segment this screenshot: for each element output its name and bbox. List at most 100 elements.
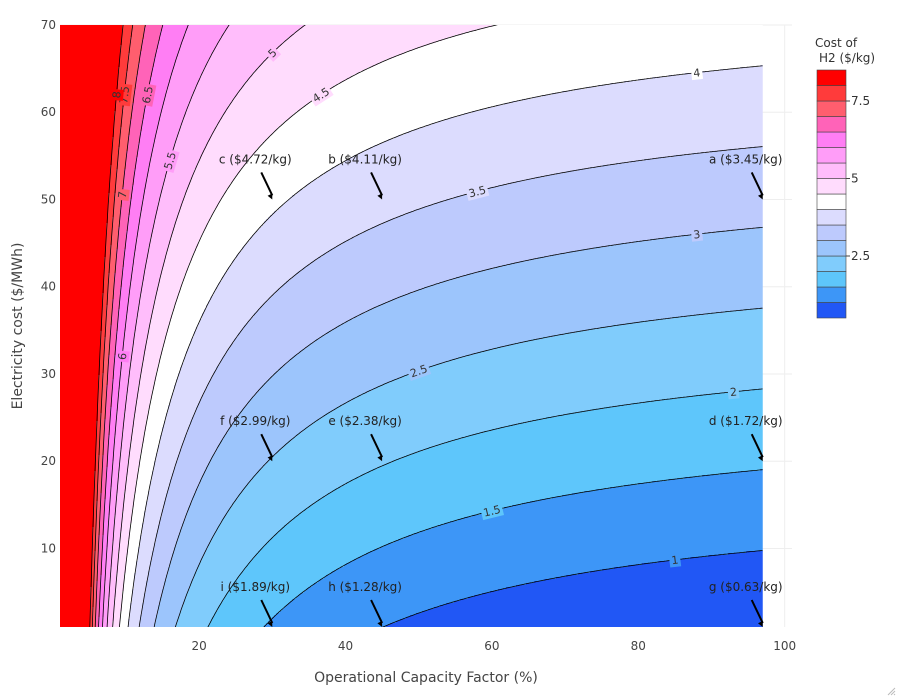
contour-band-cell	[298, 515, 301, 596]
contour-band-cell	[364, 555, 367, 627]
contour-band-cell	[548, 417, 551, 500]
contour-band-cell	[542, 581, 545, 627]
contour-band-cell	[576, 413, 579, 494]
contour-band-cell	[516, 343, 519, 426]
contour-band-cell	[650, 483, 653, 564]
contour-band-cell	[452, 37, 455, 118]
contour-band-cell	[548, 499, 551, 580]
contour-band-cell	[466, 599, 469, 627]
contour-band-cell	[420, 25, 423, 48]
contour-band-cell	[550, 255, 553, 338]
contour-band-cell	[148, 167, 151, 248]
contour-band-cell	[556, 93, 559, 174]
contour-band-cell	[214, 533, 217, 614]
contour-band-cell	[704, 153, 707, 234]
contour-band-cell	[436, 123, 439, 204]
contour-band-cell	[136, 561, 139, 627]
contour-band-cell	[216, 529, 219, 612]
contour-band-cell	[372, 227, 375, 310]
contour-band-cell	[262, 143, 265, 226]
contour-band-cell	[120, 25, 123, 46]
contour-band-cell	[534, 179, 537, 260]
contour-band-cell	[276, 371, 279, 454]
contour-band-cell	[558, 335, 561, 416]
resize-grip-icon[interactable]	[886, 686, 896, 696]
contour-band-cell	[338, 325, 341, 408]
contour-band-cell	[568, 253, 571, 334]
contour-band-cell	[674, 317, 677, 400]
contour-band-cell	[72, 25, 75, 627]
contour-band-cell	[650, 401, 653, 484]
contour-band-cell	[454, 117, 457, 198]
contour-band-cell	[470, 31, 473, 114]
contour-band-cell	[444, 39, 447, 120]
contour-band-cell	[296, 597, 299, 627]
contour-band-cell	[386, 463, 389, 546]
contour-band-cell	[516, 505, 519, 586]
contour-band-cell	[400, 55, 403, 136]
contour-band-cell	[508, 265, 511, 346]
contour-band-cell	[550, 417, 553, 500]
contour-band-cell	[238, 91, 241, 174]
contour-band-cell	[346, 25, 349, 80]
contour-band-cell	[126, 25, 129, 72]
contour-band-cell	[284, 445, 287, 526]
contour-band-cell	[388, 625, 391, 627]
contour-band-cell	[104, 25, 107, 258]
contour-band-cell	[544, 499, 547, 580]
contour-band-cell	[488, 593, 491, 627]
contour-band-cell	[576, 493, 579, 576]
contour-band-cell	[332, 249, 335, 330]
contour-band-cell	[744, 471, 747, 554]
contour-band-cell	[240, 331, 243, 412]
contour-band-cell	[316, 583, 319, 627]
contour-band-cell	[404, 133, 407, 216]
contour-band-cell	[102, 455, 105, 536]
contour-band-cell	[306, 185, 309, 266]
contour-band-cell	[536, 419, 539, 502]
contour-band-cell	[106, 305, 109, 386]
contour-band-cell	[484, 593, 487, 627]
contour-band-cell	[320, 257, 323, 338]
contour-band-cell	[104, 337, 107, 420]
contour-band-cell	[212, 295, 215, 376]
contour-band-cell	[108, 273, 111, 356]
contour-band-cell	[248, 25, 251, 80]
contour-band-cell	[280, 25, 283, 46]
contour-band-cell	[114, 355, 117, 436]
contour-band-cell	[388, 383, 391, 464]
contour-band-cell	[434, 25, 437, 44]
contour-band-cell	[706, 233, 709, 314]
contour-band-cell	[108, 597, 111, 627]
contour-band-cell	[692, 397, 695, 478]
contour-band-cell	[578, 573, 581, 627]
contour-band-cell	[108, 435, 111, 516]
contour-band-cell	[438, 525, 441, 608]
contour-band-cell	[568, 495, 571, 576]
contour-band-cell	[574, 333, 577, 414]
contour-band-cell	[622, 325, 625, 406]
contour-band-cell	[586, 25, 589, 88]
contour-band-cell	[298, 29, 301, 112]
contour-band-cell	[534, 97, 537, 180]
contour-band-cell	[444, 201, 447, 282]
contour-line-3	[153, 226, 763, 627]
colorbar-swatch	[816, 271, 847, 288]
contour-band-cell	[138, 385, 141, 468]
contour-band-cell	[302, 349, 305, 432]
contour-band-cell	[718, 25, 721, 72]
contour-band-cell	[414, 25, 417, 50]
contour-band-cell	[98, 617, 101, 627]
contour-band-cell	[370, 229, 373, 310]
contour-band-cell	[254, 233, 257, 314]
contour-band-cell	[704, 25, 707, 72]
contour-band-cell	[286, 281, 289, 364]
contour-band-cell	[664, 561, 667, 627]
contour-band-cell	[134, 573, 137, 627]
contour-band-cell	[520, 261, 523, 344]
contour-band-cell	[658, 319, 661, 402]
contour-band-cell	[604, 327, 607, 408]
contour-band-cell	[698, 557, 701, 627]
contour-band-cell	[584, 169, 587, 250]
contour-band-cell	[580, 89, 583, 170]
